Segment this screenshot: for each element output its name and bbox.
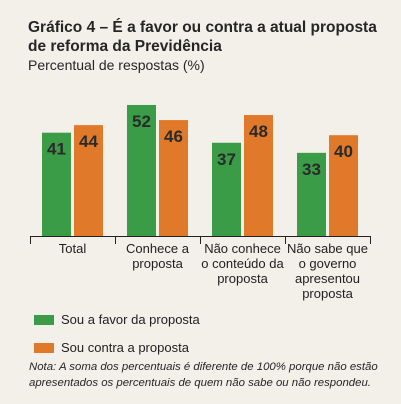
chart-subtitle: Percentual de respostas (%) — [28, 57, 205, 73]
bar-contra-0 — [74, 125, 103, 236]
data-label: 33 — [302, 160, 321, 179]
x-tick-label: Não conhece o conteúdo da proposta — [201, 241, 284, 286]
legend-label: Sou a favor da proposta — [61, 312, 200, 327]
legend-label: Sou contra a proposta — [61, 340, 189, 355]
bar-chart: 41 44 Total 52 46 Conhece a proposta 37 48 Não co… — [30, 104, 371, 301]
bar-favor-3 — [297, 152, 326, 236]
bar-favor-0 — [42, 132, 71, 236]
chart-legend: Sou a favor da proposta Sou contra a prop… — [34, 312, 200, 355]
chart-title: Gráfico 4 – É a favor ou contra a atual … — [28, 19, 377, 55]
x-tick-label: Conhece a proposta — [126, 241, 190, 271]
legend-item-favor: Sou a favor da proposta — [34, 312, 200, 327]
bar-contra-3 — [329, 135, 358, 236]
bar-contra-1 — [159, 120, 188, 236]
legend-swatch — [34, 314, 54, 325]
bar-contra-2 — [244, 115, 273, 236]
data-label: 46 — [164, 127, 183, 146]
data-label: 48 — [249, 122, 268, 141]
data-label: 40 — [334, 142, 353, 161]
x-tick-label: Não sabe que o governo apresentou proposta — [287, 241, 368, 301]
bar-favor-2 — [212, 142, 241, 236]
legend-swatch — [34, 342, 54, 353]
data-label: 37 — [217, 150, 236, 169]
bar-favor-1 — [127, 104, 156, 237]
data-label: 52 — [132, 112, 151, 131]
data-label: 44 — [79, 132, 98, 151]
chart-note: Nota: A soma dos percentuais é diferente… — [29, 361, 378, 389]
data-label: 41 — [47, 140, 66, 159]
legend-item-contra: Sou contra a proposta — [34, 340, 200, 355]
x-tick-label: Total — [59, 241, 87, 256]
